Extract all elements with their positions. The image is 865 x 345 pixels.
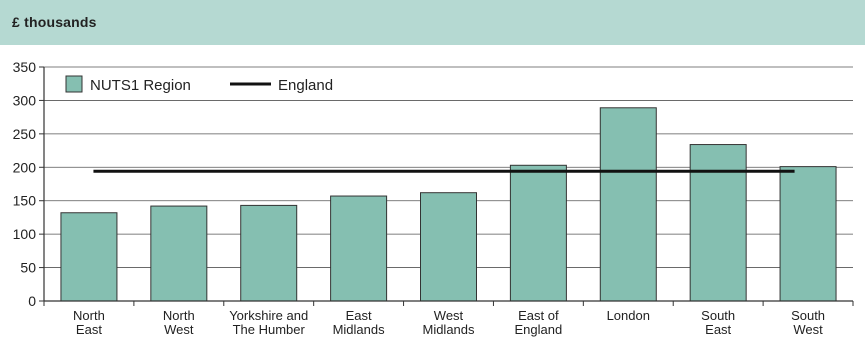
bar [689,144,747,302]
x-category-label-line: West [793,322,823,337]
x-category-label-line: North [163,308,195,323]
x-category-label: North West [163,308,195,337]
x-category-label: West Midlands [422,308,475,337]
y-tick-label: 350 [13,59,37,75]
legend-label-england: England [278,77,333,94]
bar [150,205,208,302]
legend-label-nuts1: NUTS1 Region [90,77,191,94]
x-category-label-line: North [73,308,105,323]
x-category-label-line: South [791,308,825,323]
legend-swatch-nuts1 [65,75,83,93]
bar [420,192,477,302]
y-tick-label: 300 [13,92,37,108]
x-category-label-line: Midlands [422,322,475,337]
axes [43,67,853,302]
legend: NUTS1 Region England [65,75,333,94]
bar [509,164,567,302]
unit-label: £ thousands [12,14,97,30]
bar [240,204,298,302]
bar [330,195,388,302]
x-category-label: East Midlands [333,308,386,337]
x-category-label-line: East [76,322,102,337]
x-category-label: North East [73,308,105,337]
x-category-label: South West [791,308,825,337]
y-tick-label: 200 [13,159,37,175]
x-category-label-line: Yorkshire and [229,308,308,323]
bar [599,107,657,302]
x-category-label-line: England [515,322,563,337]
header-band: £ thousands [0,0,865,45]
y-tick-label: 50 [20,260,36,276]
bar [779,166,837,302]
y-tick-label: 0 [28,293,36,309]
y-axis-ticks: 0 50 100 150 200 250 300 350 [13,59,44,309]
x-category-label: East of England [515,308,563,337]
x-category-label-line: West [164,322,194,337]
x-category-label-line: East [346,308,372,323]
y-tick-label: 100 [13,226,37,242]
y-tick-label: 150 [13,193,37,209]
x-category-label: Yorkshire and The Humber [229,308,308,337]
x-category-label-line: The Humber [233,322,306,337]
bars [60,107,837,302]
y-tick-label: 250 [13,126,37,142]
x-category-label: London [607,308,650,323]
x-category-label: South East [701,308,735,337]
x-category-label-line: South [701,308,735,323]
x-category-label-line: West [434,308,464,323]
bar [60,212,118,302]
x-category-label-line: London [607,308,650,323]
x-category-label-line: Midlands [333,322,386,337]
x-category-label-line: East [705,322,731,337]
x-category-label-line: East of [518,308,559,323]
